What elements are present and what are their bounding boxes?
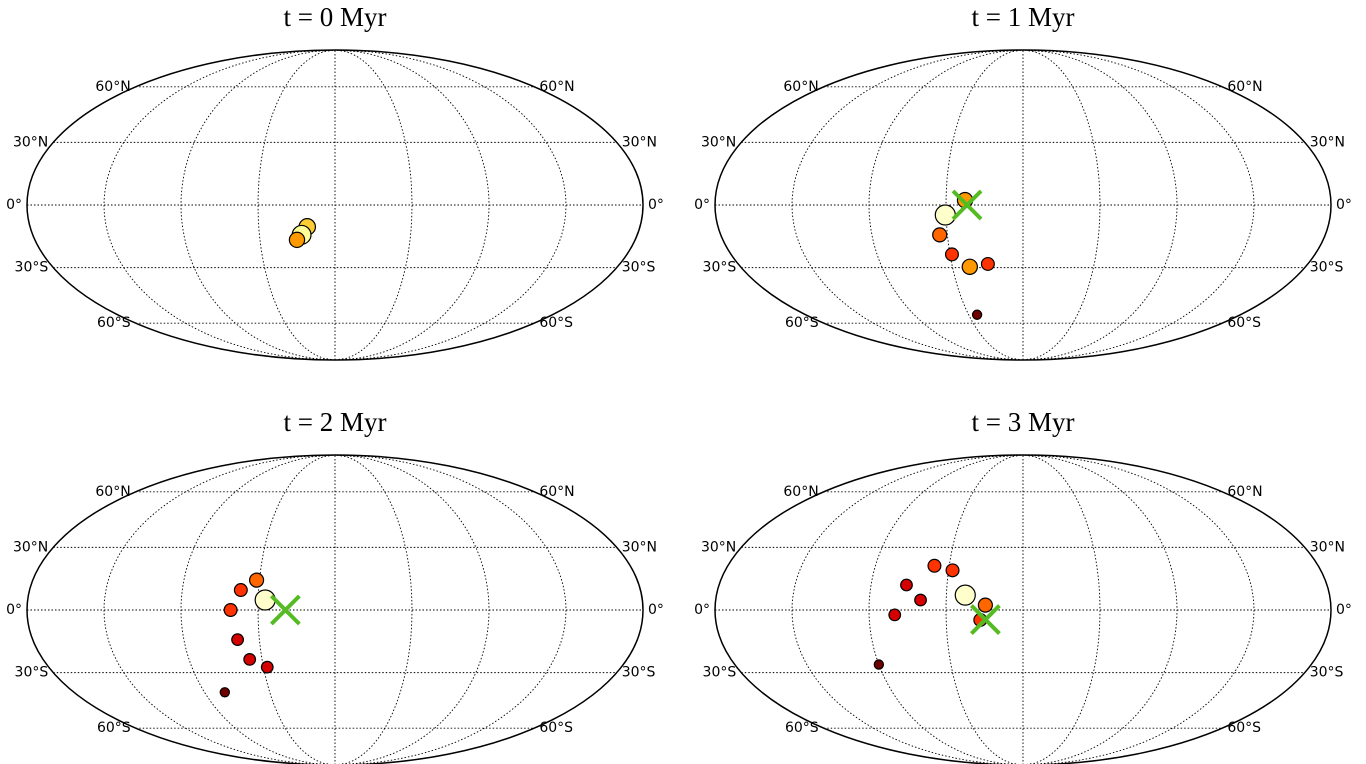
meridian bbox=[334, 454, 490, 764]
density-cell bbox=[945, 563, 960, 578]
density-cell bbox=[254, 589, 276, 611]
panel-title: t = 0 Myr bbox=[284, 2, 387, 32]
lat-label: 0° bbox=[6, 197, 22, 213]
meridian bbox=[334, 454, 413, 764]
density-cell bbox=[927, 558, 942, 573]
map-boundary bbox=[26, 49, 644, 361]
meridian bbox=[1022, 454, 1178, 764]
density-cell bbox=[971, 309, 983, 320]
meridian bbox=[103, 454, 336, 764]
density-cell bbox=[954, 584, 976, 606]
lat-label: 30°S bbox=[622, 260, 656, 276]
lat-label: 60°S bbox=[785, 720, 819, 736]
density-cell bbox=[231, 633, 244, 647]
panel: t = 1 Myr 60°S 60°S 30°S 30°S 0° 0° 30°N 30°N 60°… bbox=[694, 2, 1352, 361]
lat-label: 30°S bbox=[1310, 665, 1344, 681]
lat-label: 60°N bbox=[95, 79, 130, 95]
lat-label: 30°N bbox=[13, 134, 48, 150]
lat-label: 60°N bbox=[1227, 484, 1262, 500]
lat-label: 30°N bbox=[701, 134, 736, 150]
lat-label: 30°N bbox=[622, 539, 657, 555]
density-cell bbox=[914, 593, 927, 607]
lat-label: 30°N bbox=[622, 134, 657, 150]
lat-label: 30°S bbox=[703, 665, 737, 681]
map-boundary bbox=[714, 49, 1332, 361]
panel-title: t = 1 Myr bbox=[972, 2, 1075, 32]
density-cell bbox=[243, 652, 257, 666]
position-marker bbox=[970, 604, 1001, 635]
lat-label: 0° bbox=[1336, 197, 1352, 213]
position-marker bbox=[269, 594, 301, 626]
lat-label: 60°S bbox=[785, 315, 819, 331]
density-cell bbox=[248, 572, 265, 588]
position-marker bbox=[951, 189, 983, 221]
density-cell bbox=[873, 659, 885, 670]
density-cell bbox=[977, 597, 993, 613]
density-cell bbox=[961, 258, 979, 276]
panel: t = 3 Myr 60°S 60°S 30°S 30°S 0° 0° 30°N 30°N 60°… bbox=[694, 407, 1352, 764]
density-cell bbox=[219, 687, 231, 698]
lat-label: 30°S bbox=[15, 665, 49, 681]
lat-label: 60°N bbox=[95, 484, 130, 500]
lat-label: 0° bbox=[694, 197, 710, 213]
lat-label: 60°N bbox=[539, 484, 574, 500]
lat-label: 60°S bbox=[1227, 720, 1261, 736]
lat-label: 60°S bbox=[1227, 315, 1261, 331]
lat-label: 30°N bbox=[701, 539, 736, 555]
lat-label: 30°S bbox=[15, 260, 49, 276]
lat-label: 60°S bbox=[539, 720, 573, 736]
lat-label: 0° bbox=[694, 602, 710, 618]
panel-title: t = 3 Myr bbox=[972, 407, 1075, 437]
map-boundary bbox=[26, 454, 644, 764]
panel-title: t = 2 Myr bbox=[284, 407, 387, 437]
lat-label: 30°N bbox=[13, 539, 48, 555]
meridian bbox=[1022, 454, 1255, 764]
density-cell bbox=[932, 227, 948, 243]
density-cell bbox=[260, 660, 274, 674]
density-cell bbox=[888, 608, 902, 622]
lat-label: 60°S bbox=[97, 315, 131, 331]
map-boundary bbox=[714, 454, 1332, 764]
lat-label: 0° bbox=[6, 602, 22, 618]
lat-label: 60°S bbox=[539, 315, 573, 331]
lat-label: 60°N bbox=[1227, 79, 1262, 95]
lat-label: 0° bbox=[1336, 602, 1352, 618]
lat-label: 30°S bbox=[1310, 260, 1344, 276]
lat-label: 30°S bbox=[703, 260, 737, 276]
panel: t = 2 Myr 60°S 60°S 30°S 30°S 0° 0° 30°N 30°N 60°… bbox=[6, 407, 664, 764]
lat-label: 0° bbox=[648, 197, 664, 213]
density-cell bbox=[233, 583, 248, 598]
lat-label: 30°S bbox=[622, 665, 656, 681]
density-cell bbox=[944, 247, 959, 262]
density-cell bbox=[934, 204, 956, 226]
meridian bbox=[180, 454, 336, 764]
lat-label: 60°S bbox=[97, 720, 131, 736]
density-cell bbox=[900, 578, 913, 592]
meridian bbox=[334, 454, 567, 764]
density-cell bbox=[223, 602, 238, 617]
lat-label: 0° bbox=[648, 602, 664, 618]
lat-label: 30°N bbox=[1310, 134, 1345, 150]
lat-label: 60°N bbox=[539, 79, 574, 95]
lat-label: 30°N bbox=[1310, 539, 1345, 555]
panel: t = 0 Myr 60°S 60°S 30°S 30°S 0° 0° 30°N 30°N 60°… bbox=[6, 2, 664, 361]
lat-label: 60°N bbox=[783, 79, 818, 95]
lat-label: 60°N bbox=[783, 484, 818, 500]
density-cell bbox=[288, 231, 306, 249]
meridian bbox=[1022, 454, 1101, 764]
density-cell bbox=[980, 256, 995, 271]
